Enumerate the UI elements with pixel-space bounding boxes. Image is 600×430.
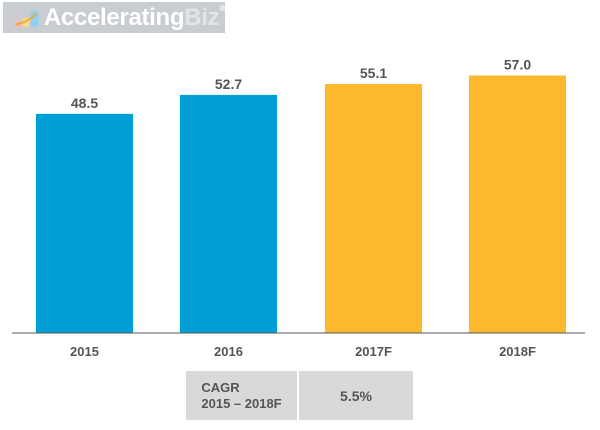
cagr-label: CAGR: [201, 379, 240, 395]
category-label: 2017F: [355, 344, 392, 359]
value-label: 48.5: [71, 95, 98, 111]
value-label: 55.1: [360, 65, 387, 81]
logo-text: AcceleratingBiz®: [43, 3, 225, 31]
logo: AcceleratingBiz®: [3, 2, 225, 33]
bar-2018F: [469, 75, 566, 333]
cagr-value-cell: 5.5%: [299, 371, 413, 420]
category-label: 2015: [70, 344, 99, 359]
value-label: 57.0: [504, 56, 531, 72]
bar-2015: [36, 113, 133, 333]
category-label: 2018F: [499, 344, 536, 359]
logo-chart-icon: [14, 10, 39, 27]
cagr-period: 2015 – 2018F: [201, 395, 282, 411]
category-label: 2016: [214, 344, 243, 359]
bar-chart: 48.5 2015 52.7 2016 55.1 2017F 57.0 2018F: [12, 56, 585, 359]
cagr-value: 5.5%: [340, 387, 372, 404]
bar-2016: [180, 94, 277, 333]
value-label: 52.7: [215, 76, 242, 92]
cagr-label-cell: CAGR 2015 – 2018F: [186, 371, 297, 420]
bar-2017F: [325, 84, 422, 333]
